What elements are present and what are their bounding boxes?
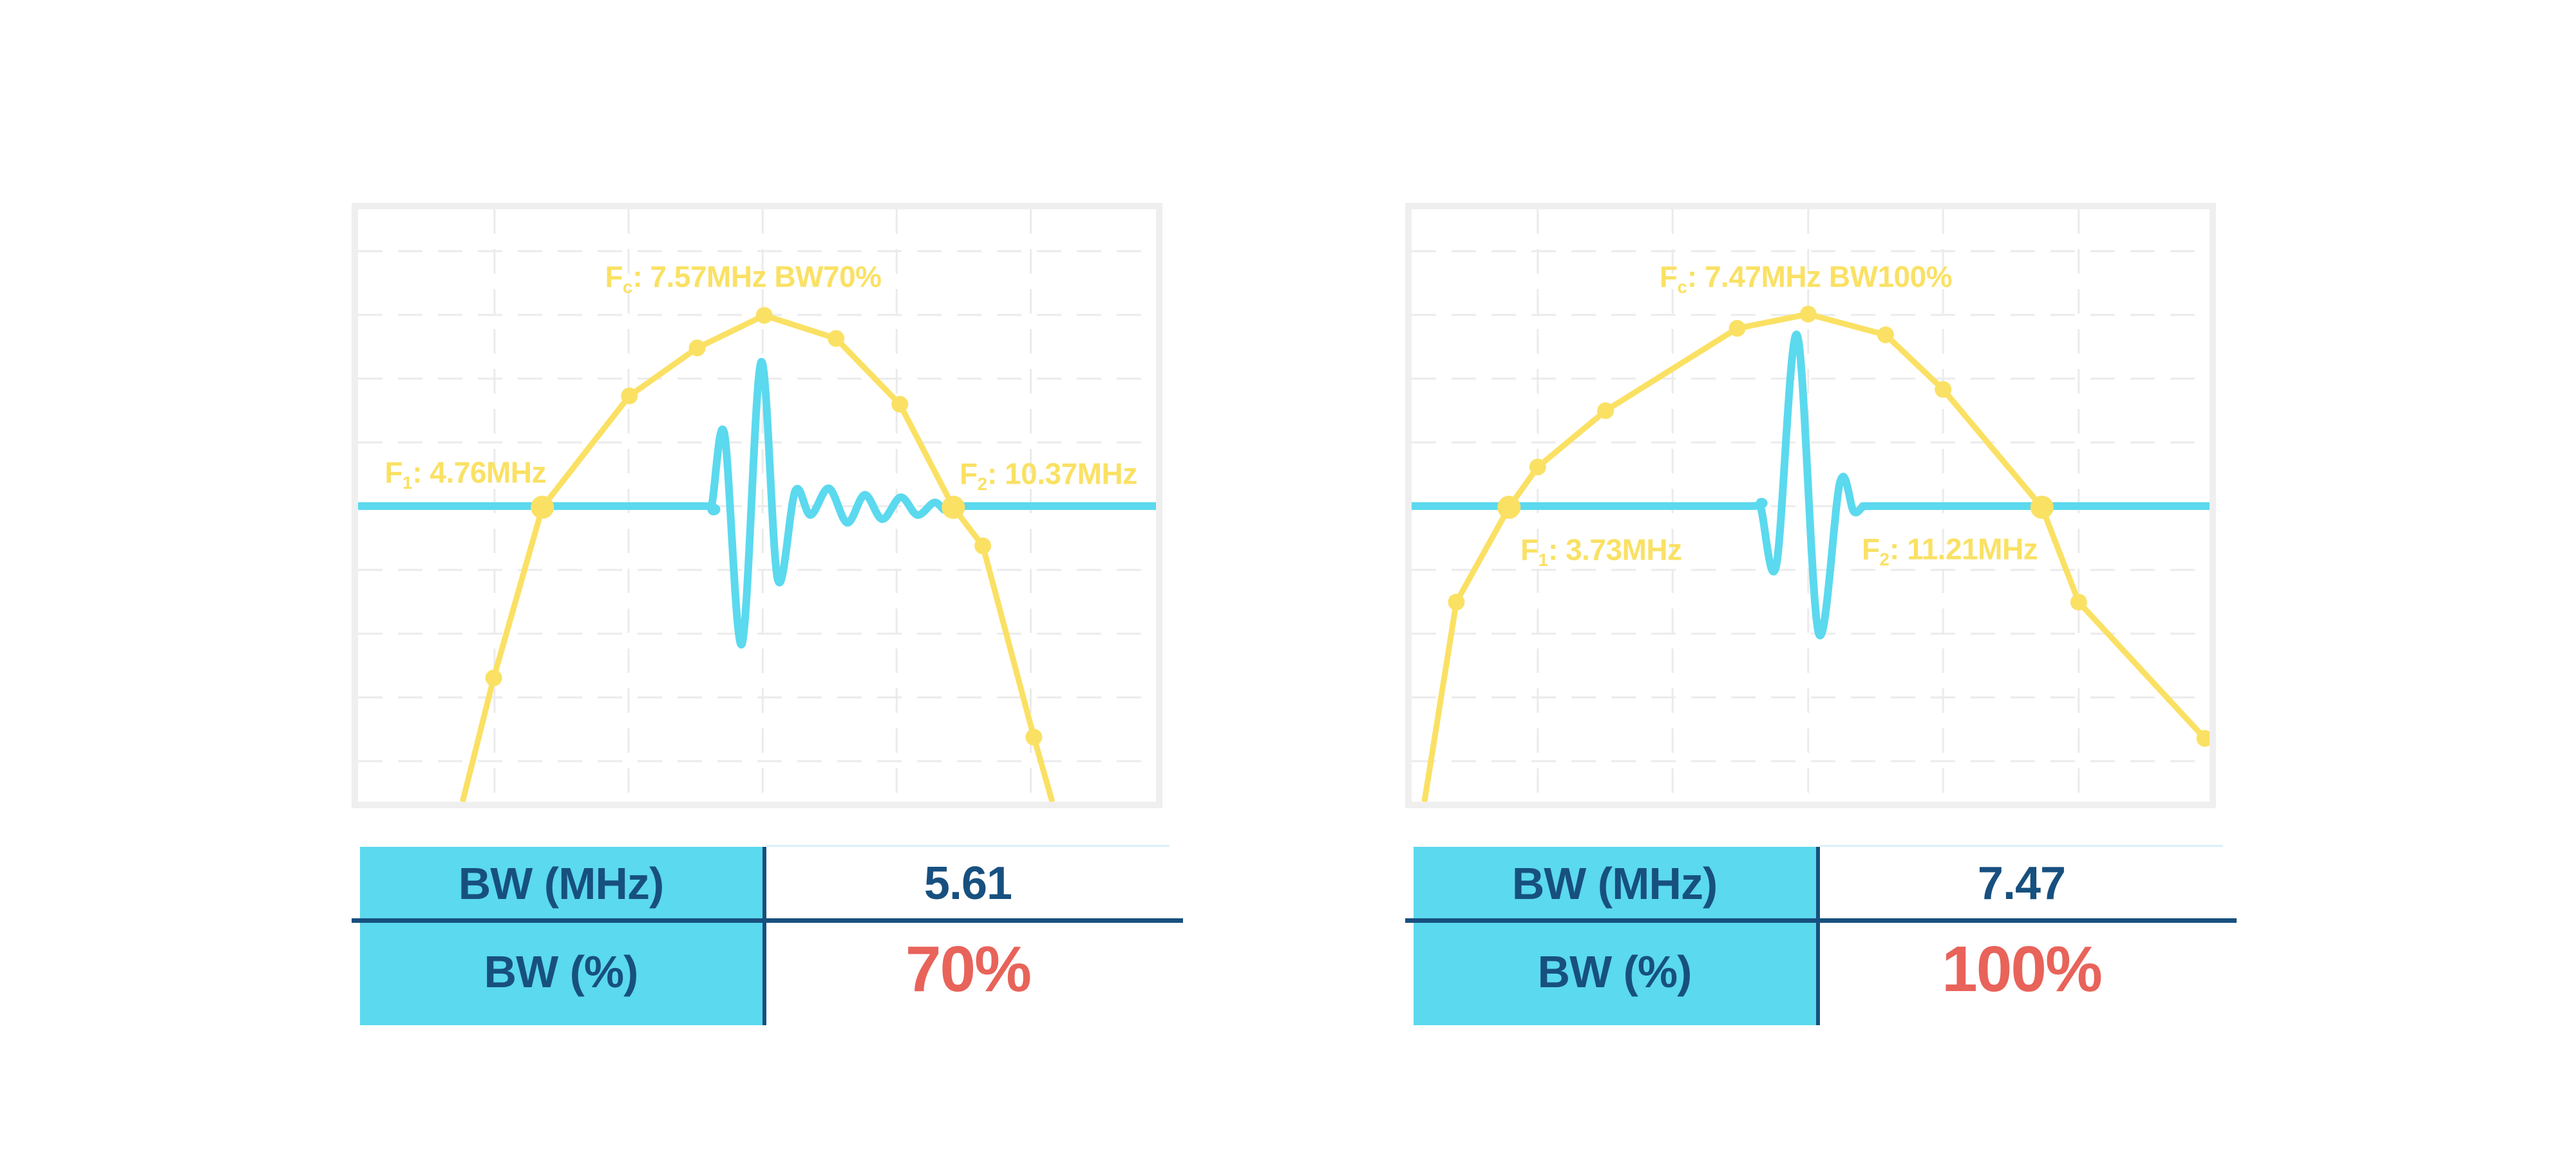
f2-prefix: F: [1862, 532, 1880, 566]
echo-waveform-line: [358, 358, 1156, 648]
data-marker: [1877, 326, 1894, 343]
crossing-marker: [942, 495, 965, 519]
bw-table-right-top-rule: [1820, 845, 2223, 847]
bw-mhz-label: BW (MHz): [1511, 858, 1718, 909]
bw-table-left-top-rule: [766, 845, 1170, 847]
bw-pct-label: BW (%): [484, 947, 639, 997]
bw-pct-label: BW (%): [1537, 947, 1692, 997]
bw-mhz-value: 5.61: [923, 858, 1012, 909]
f1-subscript: 1: [402, 473, 413, 493]
data-marker: [1935, 381, 1952, 398]
fc-prefix: F: [605, 260, 623, 294]
data-marker: [1529, 459, 1546, 476]
pulse-spectrum-plot-right: Fc: 7.47MHz BW100% F1: 3.73MHz F2: 11.21…: [1405, 203, 2216, 808]
data-marker: [828, 330, 845, 347]
fc-subscript: c: [623, 277, 633, 298]
f2-text: : 11.21MHz: [1889, 532, 2038, 566]
spectrum-line: [1421, 311, 2207, 802]
fc-annotation-left: Fc: 7.57MHz BW70%: [605, 260, 882, 298]
bw-table-right-label-column: [1414, 847, 1816, 1025]
bw-mhz-label: BW (MHz): [458, 858, 665, 909]
bw-table-right-mid-rule: [1405, 918, 2237, 923]
crossing-marker: [531, 495, 554, 519]
fc-text: : 7.57MHz BW70%: [632, 260, 882, 294]
f2-annotation-right: F2: 11.21MHz: [1862, 534, 2038, 568]
data-marker: [2196, 730, 2210, 747]
chart-canvas-left: [358, 209, 1156, 802]
data-marker: [1448, 594, 1465, 610]
bw-table-left-mid-rule: [352, 918, 1183, 923]
f2-text: : 10.37MHz: [987, 457, 1137, 491]
f2-prefix: F: [960, 457, 978, 491]
data-marker: [1597, 402, 1615, 419]
chart-canvas-right: [1412, 209, 2210, 802]
data-marker: [2070, 594, 2087, 610]
fc-prefix: F: [1659, 260, 1678, 294]
f1-text: : 3.73MHz: [1548, 533, 1682, 567]
data-marker: [485, 669, 502, 686]
f1-annotation-right: F1: 3.73MHz: [1520, 534, 1682, 569]
data-marker: [1799, 305, 1817, 323]
fc-text: : 7.47MHz BW100%: [1687, 260, 1953, 294]
fc-subscript: c: [1677, 277, 1687, 298]
data-marker: [755, 307, 773, 324]
fc-annotation-right: Fc: 7.47MHz BW100%: [1659, 260, 1953, 298]
f1-text: : 4.76MHz: [412, 455, 546, 489]
f1-subscript: 1: [1538, 550, 1548, 571]
data-marker: [1728, 319, 1746, 337]
data-marker: [621, 387, 638, 404]
f2-subscript: 2: [977, 474, 987, 495]
spectrum-line: [459, 312, 1056, 802]
data-marker: [1025, 728, 1043, 746]
bw-pct-value: 100%: [1942, 933, 2103, 1005]
bw-mhz-value: 7.47: [1977, 858, 2066, 909]
data-marker: [688, 339, 706, 357]
data-marker: [974, 537, 992, 554]
bw-pct-value: 70%: [905, 933, 1032, 1005]
crossing-marker: [2030, 495, 2054, 519]
pulse-spectrum-plot-left: Fc: 7.57MHz BW70% F1: 4.76MHz F2: 10.37M…: [352, 203, 1162, 808]
data-marker: [891, 395, 909, 413]
f1-annotation-left: F1: 4.76MHz: [384, 457, 546, 491]
bw-table-right-divider: [1816, 847, 1820, 1025]
bw-table-left-label-column: [360, 847, 762, 1025]
f1-prefix: F: [384, 455, 402, 489]
crossing-marker: [1497, 495, 1521, 519]
echo-waveform-line: [1412, 330, 2210, 639]
f2-annotation-left: F2: 10.37MHz: [960, 459, 1137, 493]
f1-prefix: F: [1520, 533, 1539, 567]
bw-table-left-divider: [762, 847, 766, 1025]
f2-subscript: 2: [1879, 549, 1889, 570]
